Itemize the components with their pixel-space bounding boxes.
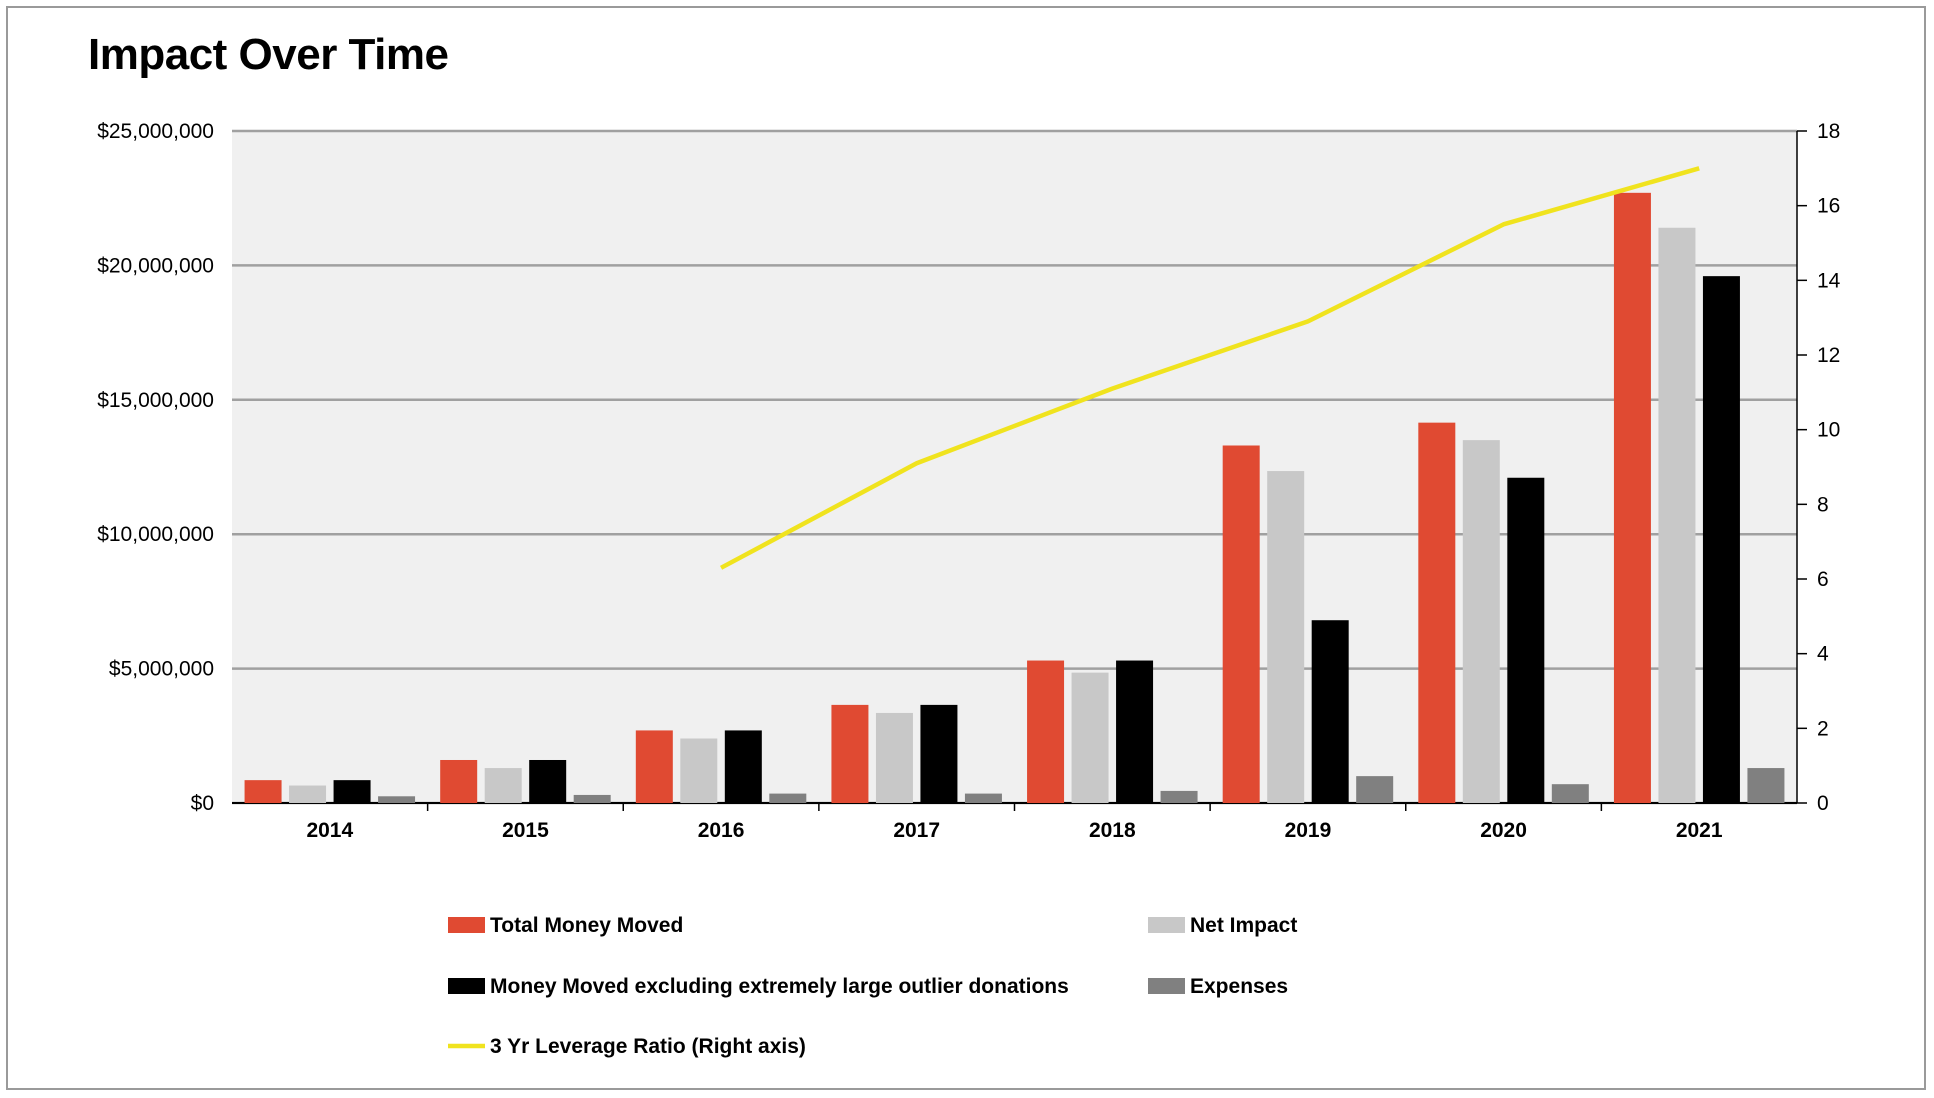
bar-money-moved-excluding-extremely-large-outlier-donations-2019 (1311, 620, 1349, 803)
bar-money-moved-excluding-extremely-large-outlier-donations-2017 (920, 704, 958, 803)
legend-label: Expenses (1190, 975, 1288, 998)
y-left-tick-label: $25,000,000 (97, 120, 214, 143)
plot-area (232, 131, 1797, 803)
x-tick-label: 2015 (502, 819, 549, 842)
bar-money-moved-excluding-extremely-large-outlier-donations-2014 (333, 780, 371, 803)
bar-total-money-moved-2021 (1613, 192, 1651, 804)
legend-swatch (1148, 917, 1185, 933)
x-tick-label: 2019 (1285, 819, 1332, 842)
legend-item: Total Money Moved (448, 914, 683, 937)
legend-label: Net Impact (1190, 914, 1297, 937)
bar-total-money-moved-2015 (440, 759, 478, 803)
legend-item: 3 Yr Leverage Ratio (Right axis) (448, 1035, 806, 1058)
bar-net-impact-2018 (1071, 672, 1109, 803)
x-tick-label: 2018 (1089, 819, 1136, 842)
bar-net-impact-2021 (1658, 227, 1696, 803)
bar-net-impact-2014 (289, 785, 327, 803)
bar-money-moved-excluding-extremely-large-outlier-donations-2020 (1507, 477, 1545, 803)
bar-money-moved-excluding-extremely-large-outlier-donations-2015 (529, 759, 567, 803)
x-tick-label: 2021 (1676, 819, 1723, 842)
y-right-tick-label: 18 (1817, 120, 1840, 143)
y-right-tick-label: 16 (1817, 195, 1840, 218)
legend-item: Expenses (1148, 975, 1288, 998)
legend-label: 3 Yr Leverage Ratio (Right axis) (490, 1035, 806, 1058)
chart-title: Impact Over Time (88, 30, 449, 79)
y-right-tick-label: 2 (1817, 717, 1829, 740)
bar-net-impact-2015 (484, 768, 522, 803)
legend-label: Total Money Moved (490, 914, 683, 937)
y-right-tick-label: 14 (1817, 269, 1841, 292)
bar-expenses-2016 (769, 793, 807, 803)
bar-expenses-2019 (1356, 776, 1394, 803)
bar-total-money-moved-2020 (1418, 422, 1456, 803)
legend-label: Money Moved excluding extremely large ou… (490, 975, 1069, 998)
x-tick-label: 2014 (306, 819, 353, 842)
bar-net-impact-2019 (1267, 471, 1305, 803)
y-right-tick-label: 0 (1817, 792, 1829, 815)
legend-swatch (448, 978, 485, 994)
bar-total-money-moved-2016 (635, 730, 673, 803)
y-right-tick-label: 6 (1817, 568, 1829, 591)
bar-expenses-2014 (378, 796, 416, 803)
y-left-tick-label: $5,000,000 (109, 658, 214, 681)
y-left-tick-label: $20,000,000 (97, 254, 214, 277)
bar-total-money-moved-2019 (1222, 445, 1260, 803)
bar-total-money-moved-2014 (244, 780, 282, 803)
y-left-tick-label: $0 (191, 792, 214, 815)
x-tick-label: 2016 (698, 819, 745, 842)
legend-item: Net Impact (1148, 914, 1297, 937)
line-3yr-leverage-ratio (720, 166, 1700, 570)
bar-net-impact-2016 (680, 738, 718, 803)
y-left-tick-label: $15,000,000 (97, 389, 214, 412)
bar-net-impact-2017 (875, 712, 913, 803)
legend-swatch (448, 917, 485, 933)
bar-net-impact-2020 (1462, 440, 1500, 803)
x-tick-label: 2020 (1480, 819, 1527, 842)
y-right-tick-label: 12 (1817, 344, 1840, 367)
bar-expenses-2020 (1551, 784, 1589, 803)
bar-money-moved-excluding-extremely-large-outlier-donations-2016 (724, 730, 762, 803)
y-left-tick-label: $10,000,000 (97, 523, 214, 546)
bar-money-moved-excluding-extremely-large-outlier-donations-2021 (1702, 276, 1740, 804)
y-right-tick-label: 8 (1817, 493, 1829, 516)
bar-money-moved-excluding-extremely-large-outlier-donations-2018 (1116, 660, 1154, 803)
bar-expenses-2018 (1160, 790, 1198, 803)
legend-item: Money Moved excluding extremely large ou… (448, 975, 1069, 998)
bar-total-money-moved-2018 (1027, 660, 1065, 803)
bar-expenses-2017 (964, 793, 1002, 803)
y-right-tick-label: 4 (1817, 643, 1829, 666)
bar-total-money-moved-2017 (831, 704, 869, 803)
bar-expenses-2021 (1747, 768, 1785, 803)
legend-swatch (1148, 978, 1185, 994)
x-tick-label: 2017 (893, 819, 940, 842)
y-right-tick-label: 10 (1817, 419, 1840, 442)
bar-expenses-2015 (573, 794, 611, 803)
